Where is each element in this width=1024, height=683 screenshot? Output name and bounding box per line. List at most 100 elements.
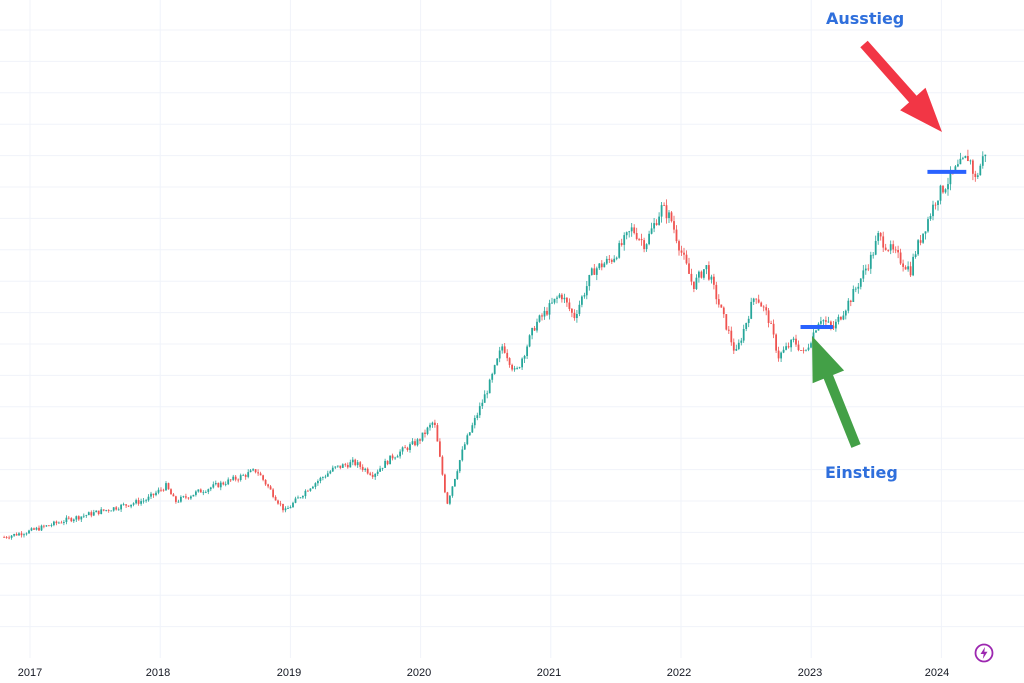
candle-body xyxy=(571,308,573,313)
candle-body xyxy=(563,297,566,300)
candle-body xyxy=(493,365,496,374)
candle-body xyxy=(82,515,85,517)
candle-body xyxy=(75,516,78,520)
candle-body xyxy=(431,422,434,425)
candle-body xyxy=(307,490,309,492)
candle-body xyxy=(102,509,105,511)
candle-body xyxy=(212,484,215,488)
candle-body xyxy=(944,189,947,193)
candle-body xyxy=(112,507,115,511)
candle-body xyxy=(623,235,626,245)
candle-body xyxy=(229,479,232,481)
candle-body xyxy=(553,298,556,303)
candle-body xyxy=(379,468,381,472)
candle-body xyxy=(787,346,790,348)
candle-body xyxy=(35,527,38,530)
candle-body xyxy=(329,471,332,474)
candle-body xyxy=(399,451,401,457)
candle-body xyxy=(603,263,606,268)
candle-body xyxy=(849,300,852,302)
candle-body xyxy=(254,469,257,473)
candle-body xyxy=(802,350,805,351)
candle-body xyxy=(162,489,165,491)
candle-body xyxy=(371,474,374,477)
candle-body xyxy=(737,342,740,349)
candle-body xyxy=(294,498,297,503)
candle-body xyxy=(127,505,130,507)
candle-body xyxy=(593,268,596,275)
candle-body xyxy=(122,504,125,506)
candle-body xyxy=(190,496,192,499)
x-tick-label: 2018 xyxy=(146,667,170,679)
candle-body xyxy=(227,479,230,485)
candle-body xyxy=(461,449,464,461)
candle-body xyxy=(533,328,536,331)
candle-body xyxy=(209,487,212,490)
candle-body xyxy=(765,307,768,311)
candle-body xyxy=(145,500,147,502)
candle-body xyxy=(249,470,252,473)
candle-body xyxy=(77,516,80,520)
candle-body xyxy=(513,368,516,370)
candle-body xyxy=(222,482,225,485)
candle-body xyxy=(927,219,929,232)
candle-body xyxy=(446,492,449,504)
candle-body xyxy=(725,314,728,330)
candle-body xyxy=(182,496,185,498)
candle-body xyxy=(366,468,369,474)
candle-body xyxy=(386,460,389,465)
candle-body xyxy=(543,310,546,317)
candle-body xyxy=(583,295,586,297)
candle-body xyxy=(939,185,942,201)
candle-body xyxy=(92,512,95,516)
candle-body xyxy=(815,330,817,333)
candle-body xyxy=(170,489,172,495)
candle-body xyxy=(279,503,282,505)
candle-body xyxy=(922,233,924,243)
candle-body xyxy=(830,321,832,326)
candle-body xyxy=(219,482,222,488)
candle-body xyxy=(125,504,127,506)
candle-body xyxy=(202,492,205,494)
candle-body xyxy=(50,525,53,526)
candle-body xyxy=(434,422,436,425)
candle-body xyxy=(777,350,780,359)
candle-body xyxy=(730,330,733,343)
candle-body xyxy=(974,173,977,177)
candle-body xyxy=(491,373,494,380)
candle-body xyxy=(750,301,753,319)
lightning-icon[interactable] xyxy=(974,643,994,663)
candle-body xyxy=(588,275,591,287)
candle-body xyxy=(892,244,895,250)
candle-body xyxy=(349,462,352,468)
candle-body xyxy=(8,537,10,539)
candle-body xyxy=(87,512,90,516)
candle-body xyxy=(531,328,533,336)
candle-body xyxy=(324,476,327,478)
candle-body xyxy=(976,175,979,177)
candle-body xyxy=(508,358,511,365)
candle-body xyxy=(914,254,917,257)
candle-body xyxy=(374,473,377,477)
candle-body xyxy=(556,297,558,299)
candle-body xyxy=(869,254,872,269)
candle-body xyxy=(797,344,800,351)
candle-body xyxy=(700,271,703,278)
candle-body xyxy=(695,277,698,289)
candle-body xyxy=(299,497,302,499)
candle-body xyxy=(732,342,735,351)
candle-body xyxy=(665,205,668,219)
candle-body xyxy=(747,318,750,323)
candle-body xyxy=(929,216,932,219)
candle-body xyxy=(63,522,65,523)
candle-body xyxy=(852,289,855,302)
candle-body xyxy=(904,266,907,270)
candle-body xyxy=(638,239,640,240)
candle-body xyxy=(703,269,705,278)
candle-body xyxy=(396,456,399,458)
candle-body xyxy=(762,306,765,308)
candle-body xyxy=(680,250,683,253)
candle-body xyxy=(760,302,763,307)
candle-body xyxy=(498,350,501,359)
candle-body xyxy=(683,252,685,255)
